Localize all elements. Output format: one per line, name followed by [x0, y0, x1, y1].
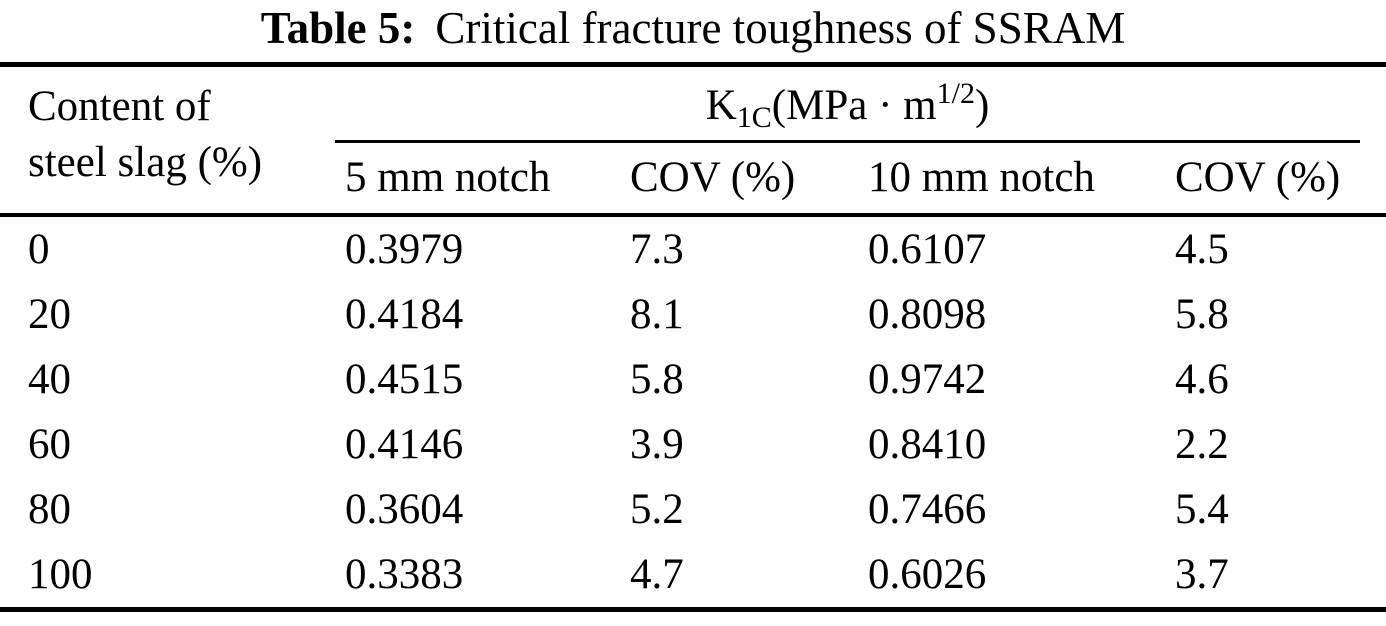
table-cell: 0.6107	[868, 225, 987, 273]
table-cell: 7.3	[630, 225, 684, 273]
table-cell: 0.3383	[345, 550, 464, 598]
column-header-line2: steel slag (%)	[28, 139, 263, 186]
table-body: 0 0.3979 7.3 0.6107 4.5 20 0.4184 8.1 0.…	[0, 215, 1386, 610]
table-cell: 0.7466	[868, 485, 987, 533]
table-cell: 8.1	[630, 290, 684, 338]
k1c-units: (MPa · m	[771, 81, 937, 129]
k1c-base: K	[705, 81, 737, 129]
column-header-steel-slag: Content of steel slag (%)	[0, 64, 335, 217]
table-header: Content of steel slag (%) K1C(MPa · m1/2…	[0, 64, 1386, 217]
sub-header-row: 5 mm notch COV (%) 10 mm notch COV (%)	[0, 142, 1386, 217]
table-cell: 3.9	[630, 420, 684, 468]
table-cell: 0.4515	[345, 355, 464, 403]
table-cell: 5.4	[1175, 485, 1229, 533]
group-header-row: Content of steel slag (%) K1C(MPa · m1/2…	[0, 64, 1386, 217]
table-cell: 5.8	[1175, 290, 1229, 338]
column-header-10mm-notch: 10 mm notch	[858, 142, 1165, 217]
table-cell: 4.5	[1175, 225, 1229, 273]
k1c-subscript: 1C	[736, 100, 772, 134]
table-cell: 20	[28, 290, 71, 338]
k1c-exponent: 1/2	[936, 76, 975, 110]
table-caption-label: Table 5:	[260, 3, 416, 53]
table-cell: 60	[28, 420, 71, 468]
column-header-cov-2: COV (%)	[1165, 142, 1386, 217]
table-cell: 5.2	[630, 485, 684, 533]
table-caption: Table 5: Critical fracture toughness of …	[0, 0, 1386, 62]
table-cell: 100	[28, 550, 93, 598]
column-group-header-k1c: K1C(MPa · m1/2)	[335, 65, 1386, 143]
table-cell: 4.7	[630, 550, 684, 598]
table-cell: 0.9742	[868, 355, 987, 403]
table-caption-text: Critical fracture toughness of SSRAM	[435, 3, 1126, 53]
table-row: 80 0.3604 5.2 0.7466 5.4	[0, 477, 1386, 542]
table-cell: 5.8	[630, 355, 684, 403]
table-cell: 0	[28, 225, 50, 273]
table-cell: 0.8098	[868, 290, 987, 338]
table-cell: 0.4184	[345, 290, 464, 338]
table-cell: 0.4146	[345, 420, 464, 468]
table-cell: 40	[28, 355, 71, 403]
table-row: 40 0.4515 5.8 0.9742 4.6	[0, 347, 1386, 412]
table-cell: 80	[28, 485, 71, 533]
table-row: 60 0.4146 3.9 0.8410 2.2	[0, 412, 1386, 477]
column-header-5mm-notch: 5 mm notch	[335, 142, 620, 217]
table-cell: 0.6026	[868, 550, 987, 598]
table-cell: 0.3979	[345, 225, 464, 273]
k1c-close-paren: )	[974, 81, 990, 129]
k1c-formula: K1C(MPa · m1/2)	[335, 76, 1361, 143]
table-cell: 0.8410	[868, 420, 987, 468]
table-row: 100 0.3383 4.7 0.6026 3.7	[0, 542, 1386, 610]
column-header-cov-1: COV (%)	[620, 142, 858, 217]
table-cell: 0.3604	[345, 485, 464, 533]
table-cell: 4.6	[1175, 355, 1229, 403]
column-header-line1: Content of	[28, 83, 211, 130]
fracture-toughness-table: Content of steel slag (%) K1C(MPa · m1/2…	[0, 62, 1386, 612]
table-cell: 3.7	[1175, 550, 1229, 598]
table-cell: 2.2	[1175, 420, 1229, 468]
table-row: 0 0.3979 7.3 0.6107 4.5	[0, 215, 1386, 282]
table-row: 20 0.4184 8.1 0.8098 5.8	[0, 282, 1386, 347]
